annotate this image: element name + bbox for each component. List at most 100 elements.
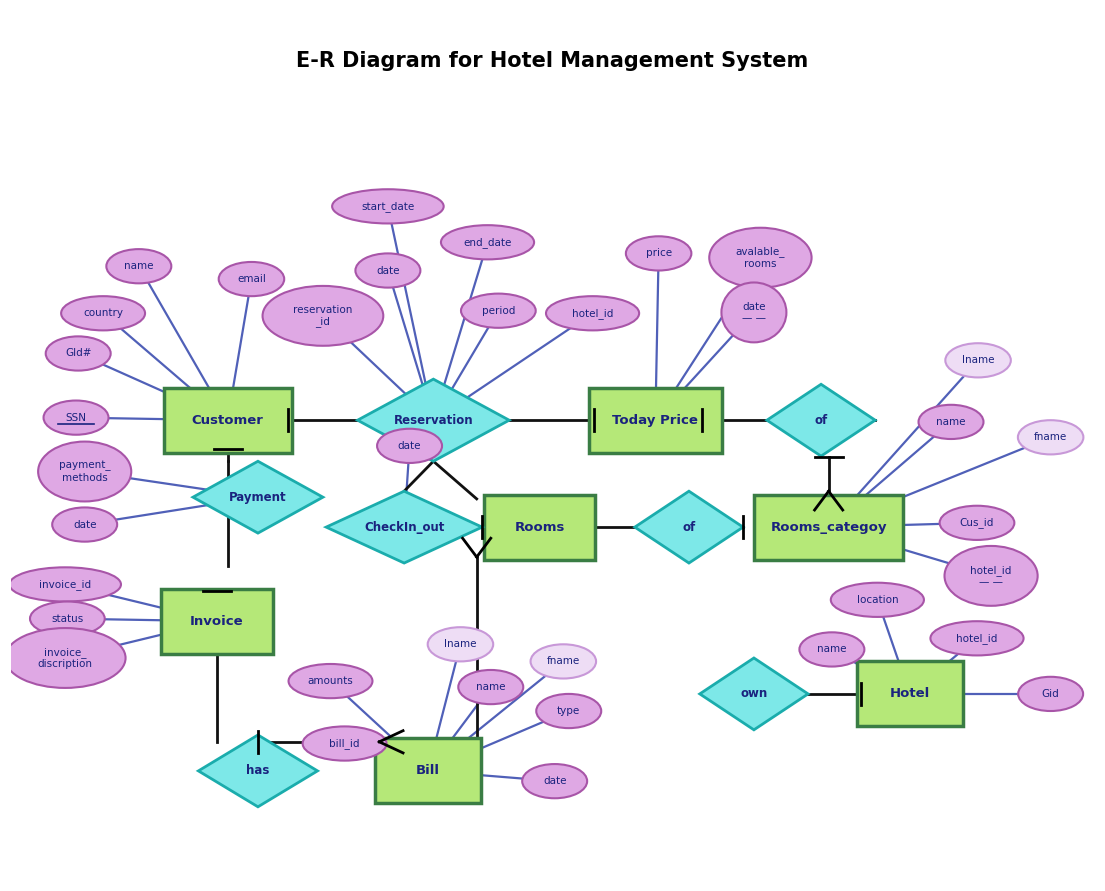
Ellipse shape	[546, 296, 639, 331]
Text: fname: fname	[547, 657, 580, 666]
FancyBboxPatch shape	[161, 589, 273, 654]
Text: reservation
_id: reservation _id	[293, 305, 352, 327]
Text: country: country	[83, 308, 123, 318]
Text: Payment: Payment	[229, 491, 287, 503]
Text: type: type	[557, 706, 580, 716]
Text: of: of	[814, 413, 828, 427]
FancyBboxPatch shape	[754, 495, 904, 560]
FancyBboxPatch shape	[164, 388, 292, 453]
Text: E-R Diagram for Hotel Management System: E-R Diagram for Hotel Management System	[296, 51, 809, 71]
Text: Rooms_categoy: Rooms_categoy	[770, 520, 887, 534]
Text: invoice_id: invoice_id	[39, 579, 92, 590]
Ellipse shape	[61, 296, 145, 331]
Text: name: name	[817, 644, 846, 654]
Text: date: date	[398, 441, 421, 451]
Ellipse shape	[930, 621, 1023, 656]
Ellipse shape	[722, 282, 787, 342]
Text: CheckIn_out: CheckIn_out	[364, 520, 444, 534]
Text: Reservation: Reservation	[393, 413, 473, 427]
Polygon shape	[193, 462, 323, 533]
Text: lname: lname	[444, 640, 476, 650]
FancyBboxPatch shape	[484, 495, 596, 560]
Text: date: date	[73, 519, 96, 529]
Ellipse shape	[303, 726, 387, 761]
Ellipse shape	[30, 601, 105, 636]
Text: avalable_
rooms: avalable_ rooms	[736, 247, 786, 269]
Text: period: period	[482, 306, 515, 315]
Ellipse shape	[1018, 421, 1083, 454]
Polygon shape	[326, 491, 482, 563]
Ellipse shape	[288, 664, 372, 699]
Ellipse shape	[461, 294, 536, 328]
Text: invoice_
discription: invoice_ discription	[38, 647, 93, 669]
Ellipse shape	[799, 633, 864, 666]
Polygon shape	[767, 384, 875, 456]
Ellipse shape	[709, 228, 811, 288]
Ellipse shape	[945, 546, 1038, 606]
Text: end_date: end_date	[463, 237, 512, 248]
Ellipse shape	[10, 568, 120, 601]
Ellipse shape	[377, 429, 442, 463]
Text: name: name	[476, 683, 505, 692]
Text: name: name	[124, 261, 154, 271]
Text: bill_id: bill_id	[329, 738, 360, 749]
Ellipse shape	[939, 506, 1014, 540]
Text: fname: fname	[1034, 432, 1067, 442]
Text: of: of	[682, 520, 695, 534]
Text: Hotel: Hotel	[890, 688, 930, 700]
Ellipse shape	[831, 583, 924, 617]
Text: Cus_id: Cus_id	[960, 518, 994, 528]
Text: amounts: amounts	[307, 676, 354, 686]
Ellipse shape	[441, 225, 534, 259]
Text: has: has	[246, 764, 270, 777]
Ellipse shape	[356, 253, 420, 288]
FancyBboxPatch shape	[375, 739, 481, 804]
Text: date
— —: date — —	[741, 302, 766, 323]
Text: price: price	[645, 249, 672, 258]
Ellipse shape	[43, 401, 108, 435]
Text: GId#: GId#	[65, 348, 92, 358]
Ellipse shape	[918, 405, 983, 439]
Text: start_date: start_date	[361, 200, 414, 212]
Text: hotel_id: hotel_id	[956, 633, 998, 644]
Polygon shape	[358, 380, 509, 462]
Ellipse shape	[333, 189, 444, 224]
Text: Bill: Bill	[415, 764, 440, 777]
Polygon shape	[199, 735, 317, 807]
Text: email: email	[236, 274, 266, 284]
Ellipse shape	[263, 286, 383, 346]
Text: Customer: Customer	[191, 413, 264, 427]
Text: Invoice: Invoice	[190, 615, 243, 627]
Text: SSN: SSN	[65, 413, 86, 422]
Ellipse shape	[523, 764, 587, 798]
Ellipse shape	[106, 249, 171, 283]
Text: date: date	[543, 776, 567, 786]
Ellipse shape	[1018, 677, 1083, 711]
FancyBboxPatch shape	[856, 661, 962, 726]
Text: location: location	[856, 595, 898, 605]
Ellipse shape	[52, 508, 117, 542]
Text: lname: lname	[961, 356, 994, 365]
Ellipse shape	[945, 343, 1011, 378]
Text: Gid: Gid	[1042, 689, 1060, 699]
Ellipse shape	[428, 627, 493, 661]
FancyBboxPatch shape	[589, 388, 722, 453]
Text: name: name	[936, 417, 966, 427]
Text: hotel_id: hotel_id	[572, 307, 613, 319]
Text: status: status	[51, 614, 84, 624]
Text: Today Price: Today Price	[612, 413, 698, 427]
Text: hotel_id
— —: hotel_id — —	[970, 565, 1012, 587]
Ellipse shape	[4, 628, 126, 688]
Ellipse shape	[530, 644, 596, 679]
Text: payment_
methods: payment_ methods	[59, 461, 110, 483]
Text: Rooms: Rooms	[514, 520, 565, 534]
Ellipse shape	[459, 670, 524, 704]
Ellipse shape	[38, 442, 131, 502]
Ellipse shape	[219, 262, 284, 296]
Text: date: date	[376, 266, 400, 275]
Ellipse shape	[536, 694, 601, 728]
Ellipse shape	[625, 236, 692, 271]
Polygon shape	[634, 491, 743, 563]
Polygon shape	[699, 658, 808, 730]
Text: own: own	[740, 688, 768, 700]
